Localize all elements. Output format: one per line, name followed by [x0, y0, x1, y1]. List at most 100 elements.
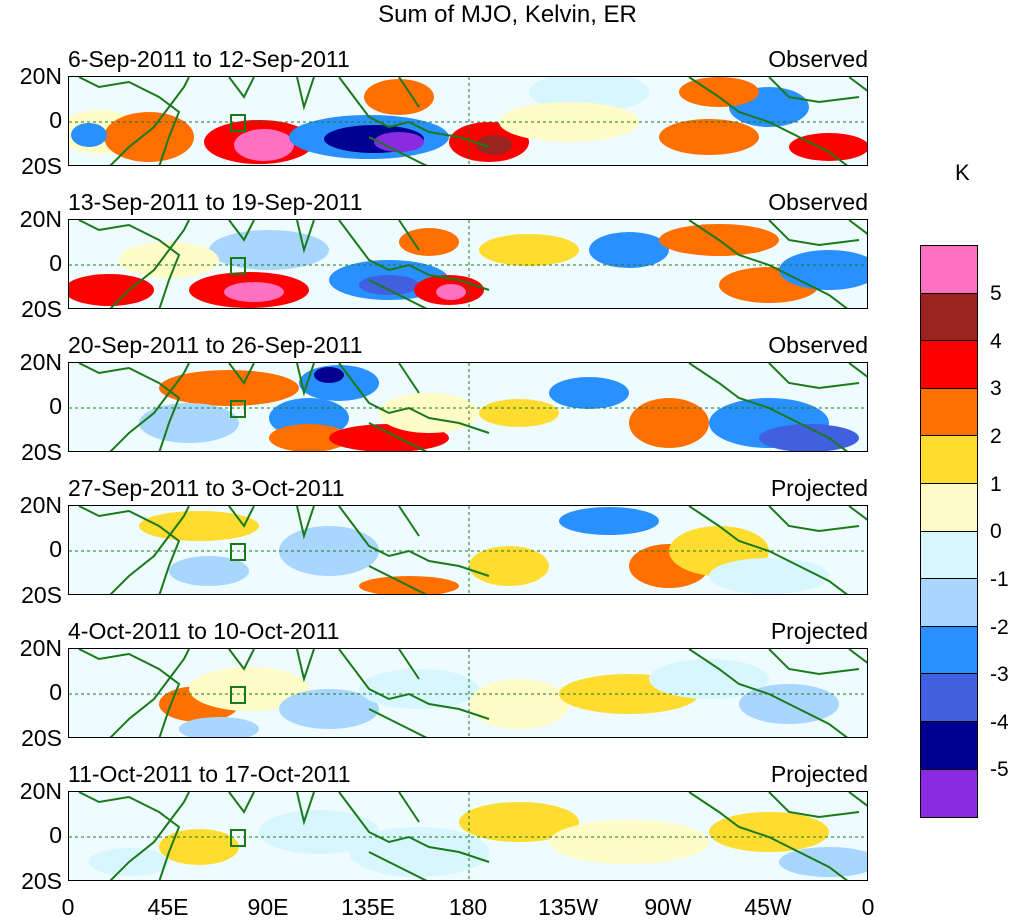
- coastline: [228, 506, 255, 528]
- coastline: [768, 649, 860, 676]
- coastline: [109, 77, 190, 165]
- anomaly-contour: [169, 556, 249, 586]
- colorbar-swatch: [921, 626, 977, 675]
- anomaly-contour: [549, 377, 629, 409]
- coastline: [398, 792, 420, 823]
- coastline: [296, 77, 315, 111]
- coastline: [228, 792, 255, 814]
- coastline: [78, 649, 181, 737]
- colorbar-swatch: [921, 246, 977, 294]
- panel-2-status: Observed: [768, 189, 868, 215]
- coastline: [78, 792, 181, 880]
- colorbar-swatch: [921, 721, 977, 770]
- anomaly-contour: [759, 424, 859, 451]
- panel-1-dates: 6-Sep-2011 to 12-Sep-2011: [68, 46, 350, 72]
- panel-1-lat-eq: 0: [49, 107, 62, 133]
- anomaly-contour: [364, 79, 434, 115]
- anomaly-contour: [374, 132, 424, 152]
- coastline: [398, 77, 420, 108]
- coastline: [848, 506, 867, 521]
- panel-1-lat-20s: 20S: [21, 153, 62, 179]
- lon-label-135e: 135E: [341, 894, 395, 920]
- coastline: [768, 77, 860, 104]
- coastline: [78, 220, 181, 308]
- panel-4-lat-20n: 20N: [19, 492, 62, 518]
- colorbar-tick-2: 2: [990, 425, 1002, 448]
- region-box: [230, 257, 246, 275]
- panel-2: 13-Sep-2011 to 19-Sep-2011 Observed 20N …: [20, 189, 868, 321]
- coastline: [398, 649, 420, 680]
- anomaly-contour: [679, 77, 759, 107]
- panel-5-lat-20n: 20N: [19, 635, 62, 661]
- coastline: [78, 77, 181, 165]
- colorbar-tick-5: 5: [990, 282, 1002, 305]
- panel-4: 27-Sep-2011 to 3-Oct-2011 Projected 20N …: [20, 475, 868, 607]
- panel-5-map: [68, 648, 868, 738]
- coastline: [296, 220, 315, 254]
- coastline: [296, 506, 315, 540]
- coastline: [228, 77, 255, 99]
- region-box: [230, 829, 246, 847]
- panel-2-lat-eq: 0: [49, 250, 62, 276]
- coastline: [688, 792, 848, 880]
- panel-2-lat-20s: 20S: [21, 296, 62, 322]
- anomaly-contour: [234, 129, 294, 161]
- coastline: [768, 220, 860, 247]
- lon-label-90e: 90E: [247, 894, 289, 920]
- anomaly-contour: [479, 234, 579, 266]
- coastline: [78, 506, 181, 594]
- coastline: [398, 506, 420, 537]
- colorbar-swatch: [921, 436, 977, 484]
- coastline: [848, 649, 867, 664]
- coastline: [688, 506, 848, 594]
- region-box: [230, 686, 246, 704]
- anomaly-contour: [269, 424, 349, 451]
- panel-2-dates: 13-Sep-2011 to 19-Sep-2011: [68, 189, 363, 215]
- panel-4-field: [69, 506, 867, 594]
- colorbar-tick-m4: -4: [990, 711, 1009, 734]
- anomaly-contour: [549, 820, 709, 864]
- colorbar-unit: K: [955, 160, 970, 185]
- anomaly-contour: [649, 659, 769, 699]
- colorbar-swatch: [921, 483, 977, 532]
- coastline: [338, 792, 490, 863]
- colorbar-swatch: [921, 531, 977, 580]
- anomaly-contour: [436, 284, 466, 300]
- anomaly-contour: [779, 847, 867, 877]
- anomaly-contour: [399, 228, 459, 256]
- panel-5: 4-Oct-2011 to 10-Oct-2011 Projected 20N …: [20, 618, 868, 750]
- coastline: [338, 506, 490, 577]
- coastline: [688, 77, 848, 165]
- panel-6-lat-20n: 20N: [19, 778, 62, 804]
- panel-6-lat-20s: 20S: [21, 868, 62, 894]
- panel-1-map: [68, 76, 868, 166]
- coastline: [338, 220, 490, 291]
- panel-3-lat-20n: 20N: [19, 349, 62, 375]
- panel-3-status: Observed: [768, 332, 868, 358]
- coastline: [848, 792, 867, 807]
- panel-6-field: [69, 792, 867, 880]
- anomaly-contour: [359, 275, 419, 295]
- panel-6-lat-eq: 0: [49, 822, 62, 848]
- coastline: [338, 649, 490, 720]
- coastline: [228, 220, 255, 242]
- coastline: [228, 649, 255, 671]
- coastline: [296, 792, 315, 826]
- coastline: [688, 220, 848, 308]
- lon-label-45e: 45E: [147, 894, 189, 920]
- anomaly-contour: [559, 507, 659, 535]
- colorbar-swatch: [921, 579, 977, 627]
- panel-5-dates: 4-Oct-2011 to 10-Oct-2011: [68, 618, 340, 644]
- panel-6-dates: 11-Oct-2011 to 17-Oct-2011: [68, 761, 351, 787]
- panel-5-status: Projected: [770, 618, 868, 644]
- panel-3: 20-Sep-2011 to 26-Sep-2011 Observed 20N …: [20, 332, 868, 464]
- coastline: [768, 363, 860, 390]
- anomaly-contour: [359, 669, 479, 709]
- anomaly-contour: [314, 367, 344, 383]
- colorbar-tick-m2: -2: [990, 616, 1009, 639]
- anomaly-contour: [476, 135, 512, 155]
- coastline: [109, 220, 190, 308]
- anomaly-contour: [469, 679, 569, 729]
- region-box: [230, 114, 246, 132]
- coastline: [368, 136, 428, 165]
